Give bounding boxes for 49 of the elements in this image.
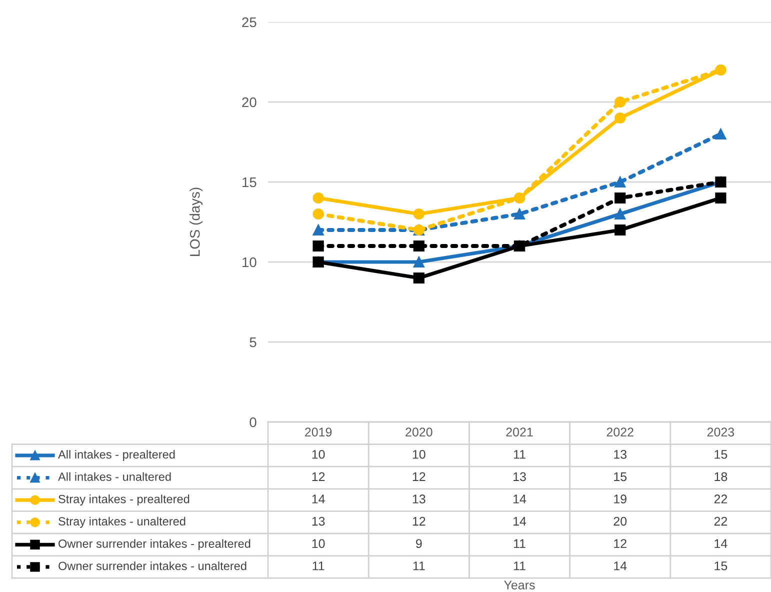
data-label: 10 [312, 539, 325, 548]
data-label: 12 [312, 472, 325, 481]
data-label: 13 [412, 494, 426, 504]
data-label: 22 [714, 494, 728, 504]
data-label: 11 [514, 562, 526, 570]
data-label: 11 [312, 562, 324, 570]
data-label: 11 [514, 450, 526, 459]
legend-label: Owner surrender intakes - prealtered [58, 539, 250, 550]
data-label: 19 [614, 494, 626, 504]
data-label: 12 [412, 516, 426, 526]
data-label: 22 [714, 516, 728, 526]
data-label: 15 [714, 450, 728, 459]
x-tick-label: 2021 [506, 428, 533, 437]
x-tick-label: 2023 [707, 428, 734, 437]
x-tick-label: 2020 [406, 428, 432, 437]
data-label: 12 [412, 472, 426, 481]
data-label: 9 [416, 539, 422, 548]
y-tick-label: 0 [250, 417, 256, 428]
data-label: 15 [614, 472, 627, 482]
data-label: 13 [614, 450, 627, 459]
data-label: 14 [514, 494, 526, 504]
data-label: 14 [614, 562, 627, 570]
data-label: 14 [714, 539, 728, 548]
legend-label: Stray intakes - unaltered [58, 516, 186, 528]
data-label: 13 [514, 472, 526, 482]
data-label: 12 [614, 539, 626, 548]
data-label: 20 [614, 516, 627, 526]
legend-label: Owner surrender intakes - unaltered [58, 561, 246, 570]
data-label: 10 [312, 450, 325, 459]
data-label: 10 [412, 450, 426, 459]
data-label: 14 [312, 494, 325, 504]
y-tick-label: 25 [242, 17, 256, 28]
data-label: 11 [413, 562, 425, 570]
y-tick-label: 10 [242, 257, 256, 268]
y-tick-label: 20 [242, 97, 256, 108]
data-label: 14 [514, 516, 526, 526]
data-label: 18 [714, 472, 728, 482]
data-label: 13 [312, 516, 325, 526]
text: Years [504, 580, 535, 590]
legend-label: Stray intakes - prealtered [58, 494, 190, 506]
y-axis-title: LOS (days) [190, 188, 203, 256]
x-tick-label: 2019 [305, 428, 332, 437]
y-tick-label: 15 [242, 177, 256, 188]
x-tick-label: 2022 [606, 428, 634, 437]
y-tick-label: 5 [250, 337, 256, 348]
data-label: 11 [514, 539, 526, 548]
legend-label: All intakes - prealtered [58, 450, 175, 461]
legend-label: All intakes - unaltered [58, 472, 171, 481]
data-label: 15 [714, 562, 728, 570]
